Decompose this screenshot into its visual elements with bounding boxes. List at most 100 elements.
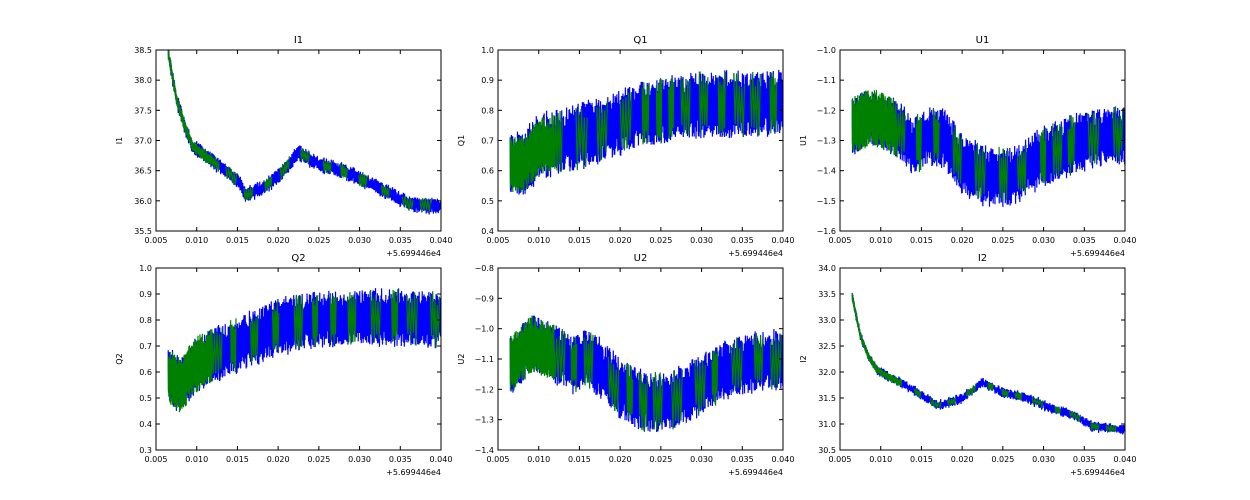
y-tick-label: −1.0 (817, 46, 836, 55)
x-tick-label: 0.015 (226, 236, 249, 245)
y-axis-label: U1 (799, 135, 808, 146)
x-tick-label: 0.020 (951, 455, 974, 464)
x-tick-label: 0.025 (307, 236, 330, 245)
x-tick-label: 0.010 (527, 236, 550, 245)
series-green-line (509, 315, 782, 432)
x-offset-label: +5.699446e4 (1070, 249, 1125, 258)
x-tick-label: 0.035 (1073, 236, 1096, 245)
subplot-i2: 0.005 0.010 0.015 0.020 0.025 0.030 0.035 0.040… (799, 253, 1136, 477)
x-tick-label: 0.010 (869, 455, 892, 464)
y-tick-label: 0.7 (481, 137, 494, 146)
y-axis-label: I2 (799, 355, 808, 362)
y-tick-label: 0.9 (481, 76, 494, 85)
x-tick-label: 0.030 (348, 236, 371, 245)
y-tick-label: 35.5 (134, 227, 152, 236)
x-tick-label: 0.040 (1114, 236, 1137, 245)
y-tick-label: −0.9 (475, 294, 494, 303)
y-tick-label: −1.6 (817, 227, 836, 236)
x-tick-label: 0.015 (568, 455, 591, 464)
y-tick-label: −1.1 (475, 355, 494, 364)
series-green-line (509, 71, 778, 193)
chart-title: I1 (294, 35, 303, 46)
y-tick-label: 37.5 (134, 106, 152, 115)
y-tick-label: 38.5 (134, 46, 152, 55)
subplot-q1: 0.005 0.010 0.015 0.020 0.025 0.030 0.035 0.040… (457, 35, 794, 258)
x-tick-label: 0.030 (348, 455, 371, 464)
x-tick-label: 0.025 (991, 236, 1014, 245)
subplot-u1: 0.005 0.010 0.015 0.020 0.025 0.030 0.035 0.040… (799, 35, 1136, 258)
x-tick-label: 0.015 (910, 236, 933, 245)
series-blue-line (167, 288, 441, 411)
y-tick-label: −1.4 (475, 446, 494, 455)
y-tick-label: 36.5 (134, 167, 152, 176)
y-tick-label: 33.5 (818, 290, 836, 299)
y-tick-label: 0.5 (481, 197, 494, 206)
x-tick-label: 0.020 (609, 455, 632, 464)
subplot-i1: 0.005 0.010 0.015 0.020 0.025 0.030 0.035 0.040… (115, 35, 452, 258)
series-blue-line (851, 91, 1125, 207)
x-tick-label: 0.025 (649, 236, 672, 245)
x-tick-label: 0.025 (991, 455, 1014, 464)
x-tick-label: 0.005 (145, 236, 168, 245)
x-tick-label: 0.025 (649, 455, 672, 464)
x-tick-label: 0.040 (1114, 455, 1137, 464)
subplot-q2: 0.005 0.010 0.015 0.020 0.025 0.030 0.035 0.040… (115, 253, 452, 477)
x-tick-label: 0.040 (772, 455, 795, 464)
x-tick-label: 0.035 (389, 455, 412, 464)
y-tick-label: 37.0 (134, 137, 152, 146)
y-tick-label: 31.0 (818, 420, 836, 429)
x-tick-label: 0.030 (690, 236, 713, 245)
plot-frame (155, 267, 442, 451)
x-tick-label: 0.040 (430, 455, 453, 464)
y-tick-label: 0.4 (139, 420, 152, 429)
y-tick-label: 0.5 (139, 394, 152, 403)
series-green-line (167, 289, 441, 413)
x-tick-label: 0.040 (430, 236, 453, 245)
y-tick-label: 38.0 (134, 76, 152, 85)
x-tick-label: 0.015 (226, 455, 249, 464)
y-tick-label: 31.5 (818, 394, 836, 403)
chart-title: Q1 (633, 35, 647, 46)
y-axis-label: Q2 (115, 353, 124, 364)
y-tick-label: −1.2 (475, 385, 494, 394)
y-tick-label: −1.5 (817, 197, 836, 206)
y-tick-label: −1.0 (475, 325, 494, 334)
x-tick-label: 0.010 (185, 236, 208, 245)
x-tick-label: 0.005 (487, 455, 510, 464)
x-tick-label: 0.025 (307, 455, 330, 464)
x-tick-label: 0.020 (609, 236, 632, 245)
x-offset-label: +5.699446e4 (1070, 468, 1125, 477)
y-tick-label: −1.1 (817, 76, 836, 85)
x-tick-label: 0.020 (267, 236, 290, 245)
x-tick-label: 0.005 (145, 455, 168, 464)
y-tick-label: 32.5 (818, 342, 836, 351)
y-tick-label: 0.6 (139, 368, 152, 377)
x-tick-label: 0.035 (389, 236, 412, 245)
x-tick-label: 0.030 (1032, 455, 1055, 464)
y-tick-label: −1.2 (817, 106, 836, 115)
x-tick-label: 0.040 (772, 236, 795, 245)
x-tick-label: 0.035 (1073, 455, 1096, 464)
chart-title: Q2 (291, 253, 305, 264)
series-green-line (851, 89, 1124, 203)
x-offset-label: +5.699446e4 (386, 468, 441, 477)
x-tick-label: 0.030 (1032, 236, 1055, 245)
x-tick-label: 0.035 (731, 455, 754, 464)
y-tick-label: 1.0 (481, 46, 494, 55)
x-offset-label: +5.699446e4 (728, 249, 783, 258)
series-green-line (851, 293, 1117, 433)
x-tick-label: 0.010 (527, 455, 550, 464)
y-tick-label: 0.3 (139, 446, 152, 455)
x-tick-label: 0.005 (829, 455, 852, 464)
x-tick-label: 0.015 (568, 236, 591, 245)
y-axis-label: Q1 (457, 135, 466, 146)
y-tick-label: −1.3 (475, 416, 494, 425)
y-tick-label: 0.7 (139, 342, 152, 351)
y-tick-label: 1.0 (139, 264, 152, 273)
x-tick-label: 0.030 (690, 455, 713, 464)
x-tick-label: 0.020 (951, 236, 974, 245)
y-tick-label: 0.6 (481, 167, 494, 176)
y-tick-label: 0.8 (481, 106, 494, 115)
y-tick-label: 0.4 (481, 227, 494, 236)
